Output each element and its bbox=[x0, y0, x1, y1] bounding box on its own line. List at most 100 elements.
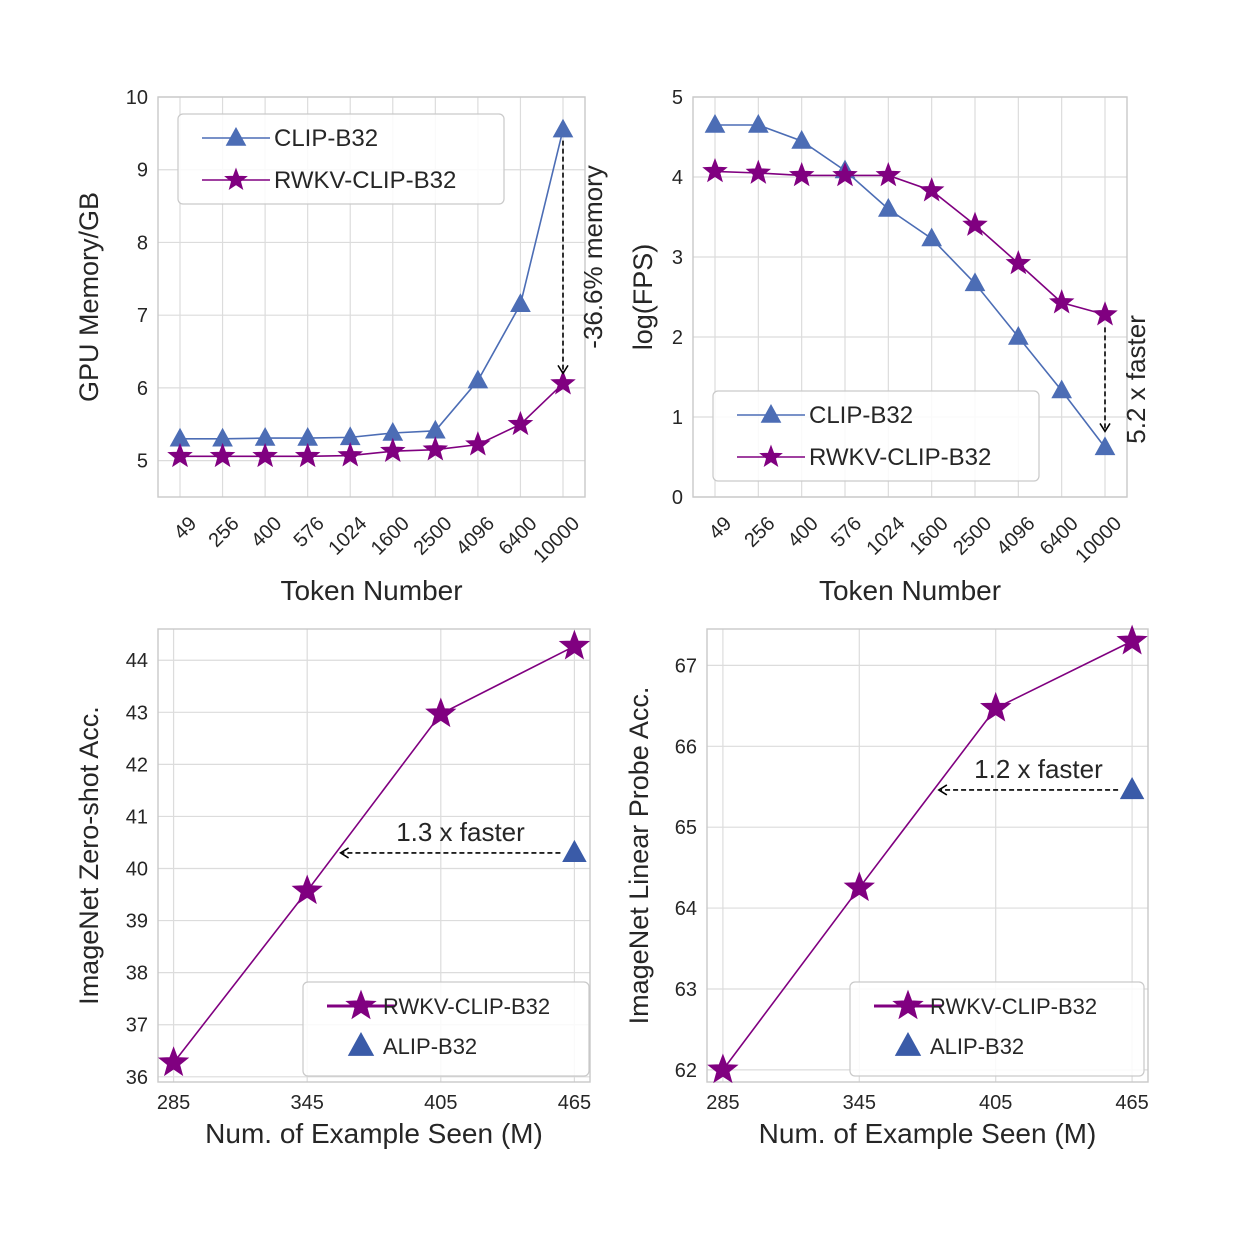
legend-marker bbox=[224, 167, 248, 191]
y-tick-label: 36 bbox=[126, 1067, 148, 1089]
data-point bbox=[167, 442, 193, 468]
x-tick-label: 405 bbox=[979, 1092, 1012, 1114]
x-tick-label: 10000 bbox=[529, 513, 584, 568]
data-point bbox=[157, 1046, 190, 1077]
x-tick-label: 49 bbox=[170, 513, 201, 544]
data-point bbox=[964, 272, 986, 292]
y-tick-label: 43 bbox=[126, 702, 148, 724]
annotation-text: 1.3 x faster bbox=[396, 817, 525, 847]
annotation-text: -36.6% memory bbox=[578, 165, 608, 349]
legend-box bbox=[712, 390, 1040, 482]
series-line bbox=[714, 170, 1106, 316]
chart-panel-4: 62 63 64 65 66 67 285 345 405 465 Num. of Example … bbox=[624, 624, 1149, 1149]
y-tick-label: 4 bbox=[672, 167, 683, 189]
y-tick-label: 10 bbox=[126, 87, 148, 109]
data-point bbox=[702, 157, 728, 183]
data-point bbox=[921, 227, 943, 247]
data-point bbox=[562, 839, 587, 863]
x-tick-label: 405 bbox=[424, 1092, 457, 1114]
y-tick-label: 5 bbox=[672, 87, 683, 109]
series-line bbox=[722, 640, 1133, 1071]
x-axis-label: Token Number bbox=[819, 575, 1001, 606]
y-tick-label: 67 bbox=[675, 655, 697, 677]
x-tick-label: 345 bbox=[843, 1092, 876, 1114]
annotation: 1.2 x faster bbox=[937, 754, 1119, 796]
x-tick-label: 256 bbox=[740, 513, 779, 552]
plot-frame bbox=[157, 96, 586, 498]
x-tick-label: 465 bbox=[558, 1092, 591, 1114]
series-rwkv-clip-b32 bbox=[167, 370, 576, 468]
legend-label: RWKV-CLIP-B32 bbox=[274, 167, 456, 194]
y-tick-label: 37 bbox=[126, 1015, 148, 1037]
data-point bbox=[1094, 436, 1116, 456]
x-tick-label: 49 bbox=[705, 513, 736, 544]
data-point bbox=[337, 442, 363, 467]
x-tick-label: 2500 bbox=[409, 513, 456, 560]
y-tick-label: 38 bbox=[126, 963, 148, 985]
x-tick-label: 1600 bbox=[906, 513, 953, 560]
x-tick-label: 285 bbox=[157, 1092, 190, 1114]
legend-marker bbox=[347, 1031, 375, 1056]
legend: RWKV-CLIP-B32 ALIP-B32 bbox=[302, 981, 590, 1077]
series-clip-b32 bbox=[704, 113, 1116, 456]
legend: RWKV-CLIP-B32 ALIP-B32 bbox=[849, 981, 1145, 1077]
y-tick-label: 63 bbox=[675, 979, 697, 1001]
data-point bbox=[1007, 325, 1029, 345]
x-tick-label: 4096 bbox=[992, 513, 1039, 560]
annotation: -36.6% memory bbox=[557, 140, 608, 375]
x-tick-label: 10000 bbox=[1071, 513, 1126, 568]
data-point bbox=[962, 211, 988, 236]
legend-label: RWKV-CLIP-B32 bbox=[930, 994, 1097, 1019]
x-axis-label: Token Number bbox=[280, 575, 462, 606]
x-tick-label: 2500 bbox=[949, 513, 996, 560]
data-point bbox=[510, 293, 531, 312]
legend-label: RWKV-CLIP-B32 bbox=[383, 994, 550, 1019]
y-tick-label: 9 bbox=[137, 160, 148, 182]
y-tick-label: 44 bbox=[126, 650, 148, 672]
annotation-text: 5.2 x faster bbox=[1121, 315, 1151, 444]
data-point bbox=[297, 427, 319, 446]
series-line bbox=[172, 645, 575, 1064]
data-point bbox=[832, 161, 858, 187]
x-tick-label: 285 bbox=[706, 1092, 739, 1114]
plot-frame bbox=[692, 96, 1128, 498]
data-point bbox=[791, 129, 813, 149]
arrow-head bbox=[339, 847, 350, 859]
data-point bbox=[1005, 249, 1032, 275]
x-axis-label: Num. of Example Seen (M) bbox=[759, 1118, 1097, 1149]
y-tick-label: 65 bbox=[675, 817, 697, 839]
legend-label: ALIP-B32 bbox=[383, 1034, 477, 1059]
series-line bbox=[180, 129, 564, 440]
x-tick-label: 576 bbox=[827, 513, 866, 552]
data-point bbox=[1119, 776, 1145, 800]
data-point bbox=[558, 629, 591, 660]
y-tick-label: 6 bbox=[137, 378, 148, 400]
y-axis-label: GPU Memory/GB bbox=[74, 192, 104, 402]
legend-marker bbox=[892, 989, 924, 1020]
y-tick-label: 40 bbox=[126, 859, 148, 881]
data-point bbox=[254, 427, 276, 446]
x-tick-label: 400 bbox=[247, 513, 286, 552]
data-point bbox=[422, 436, 449, 461]
legend-marker bbox=[345, 989, 377, 1020]
x-tick-label: 1600 bbox=[367, 513, 414, 560]
series-alip-b32 bbox=[1119, 776, 1145, 800]
series-rwkv-clip-b32 bbox=[702, 157, 1118, 326]
legend-marker bbox=[894, 1031, 922, 1056]
data-point bbox=[843, 871, 875, 902]
data-point bbox=[1048, 289, 1075, 314]
data-point bbox=[252, 442, 278, 468]
data-point bbox=[467, 369, 489, 389]
data-point bbox=[875, 161, 902, 187]
y-tick-label: 64 bbox=[675, 898, 697, 920]
data-point bbox=[294, 442, 321, 468]
x-tick-label: 345 bbox=[291, 1092, 324, 1114]
y-tick-label: 42 bbox=[126, 754, 148, 776]
y-axis-label: ImageNet Linear Probe Acc. bbox=[624, 687, 654, 1025]
legend-marker bbox=[760, 403, 782, 423]
y-axis-label: log(FPS) bbox=[628, 244, 658, 351]
legend-label: ALIP-B32 bbox=[930, 1034, 1024, 1059]
y-tick-label: 2 bbox=[672, 327, 683, 349]
data-point bbox=[507, 410, 534, 436]
